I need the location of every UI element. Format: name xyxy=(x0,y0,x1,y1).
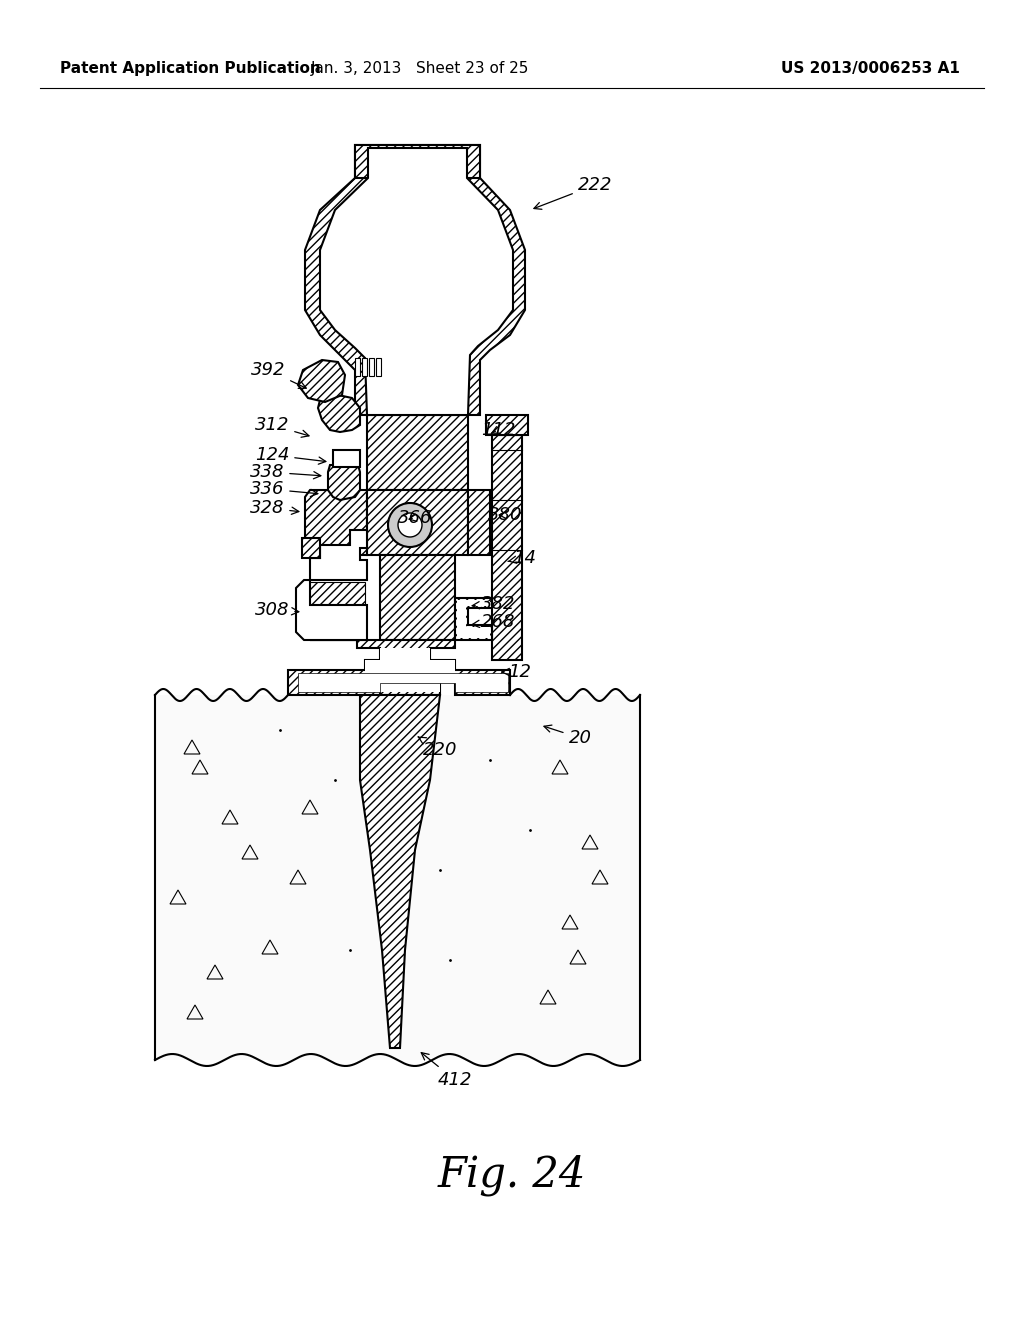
Text: 312: 312 xyxy=(255,416,309,437)
Bar xyxy=(367,414,468,490)
Text: Fig. 24: Fig. 24 xyxy=(438,1154,586,1196)
Bar xyxy=(369,358,374,376)
Polygon shape xyxy=(298,360,345,403)
Bar xyxy=(367,490,468,554)
Text: 328: 328 xyxy=(250,499,299,517)
Text: Patent Application Publication: Patent Application Publication xyxy=(60,61,321,75)
Polygon shape xyxy=(305,145,525,414)
Polygon shape xyxy=(305,490,367,554)
Polygon shape xyxy=(296,531,367,640)
Text: 366: 366 xyxy=(397,510,432,527)
Polygon shape xyxy=(288,671,510,696)
Polygon shape xyxy=(333,450,360,467)
Bar xyxy=(355,358,360,376)
Text: Jan. 3, 2013   Sheet 23 of 25: Jan. 3, 2013 Sheet 23 of 25 xyxy=(311,61,529,75)
Text: 222: 222 xyxy=(534,176,612,210)
Text: 12: 12 xyxy=(502,663,531,681)
Polygon shape xyxy=(318,395,360,432)
Bar xyxy=(492,430,522,660)
Bar xyxy=(376,358,381,376)
Text: 14: 14 xyxy=(508,549,537,568)
Bar xyxy=(486,414,528,436)
Circle shape xyxy=(398,513,422,537)
Text: 380: 380 xyxy=(487,506,522,524)
Polygon shape xyxy=(310,582,365,605)
Text: 308: 308 xyxy=(255,601,299,619)
Bar xyxy=(362,358,367,376)
Bar xyxy=(155,696,640,1060)
Bar xyxy=(380,554,455,640)
Polygon shape xyxy=(455,598,492,640)
Text: 20: 20 xyxy=(544,725,592,747)
Polygon shape xyxy=(319,148,513,414)
Polygon shape xyxy=(468,490,490,554)
Circle shape xyxy=(388,503,432,546)
Text: 112: 112 xyxy=(480,421,515,440)
Text: US 2013/0006253 A1: US 2013/0006253 A1 xyxy=(781,61,961,75)
Text: 338: 338 xyxy=(250,463,321,480)
Text: 382: 382 xyxy=(472,595,515,612)
Text: 268: 268 xyxy=(472,612,515,631)
Text: 220: 220 xyxy=(418,737,458,759)
Text: 392: 392 xyxy=(251,360,306,388)
Polygon shape xyxy=(457,601,490,638)
Polygon shape xyxy=(360,696,440,1048)
Polygon shape xyxy=(310,640,455,696)
Polygon shape xyxy=(365,648,455,692)
Bar xyxy=(355,145,480,178)
Polygon shape xyxy=(328,465,360,500)
Polygon shape xyxy=(298,673,508,692)
Text: 124: 124 xyxy=(255,446,326,465)
Text: 412: 412 xyxy=(421,1052,472,1089)
Polygon shape xyxy=(302,539,319,558)
Text: 336: 336 xyxy=(250,480,317,498)
